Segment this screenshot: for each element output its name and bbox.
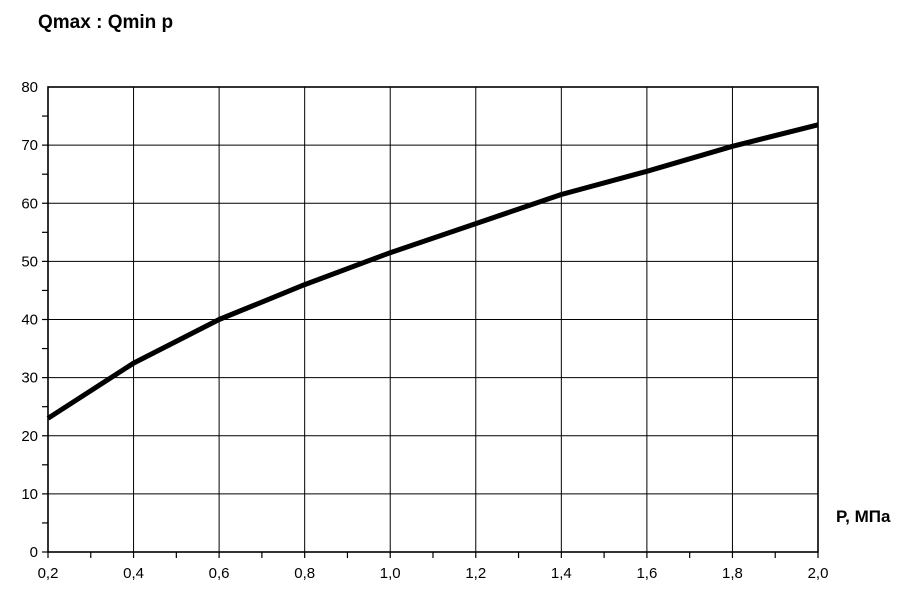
y-tick-label: 40 bbox=[21, 312, 38, 329]
y-tick-label: 50 bbox=[21, 253, 38, 270]
x-axis-title: P, МПа bbox=[836, 507, 891, 526]
x-tick-label: 2,0 bbox=[808, 565, 829, 582]
minor-ticks bbox=[42, 115, 819, 558]
x-tick-label: 0,2 bbox=[38, 565, 59, 582]
y-tick-label: 20 bbox=[21, 428, 38, 445]
x-tick-label: 0,6 bbox=[209, 565, 230, 582]
x-tick-label: 1,6 bbox=[636, 565, 657, 582]
y-tick-label: 60 bbox=[21, 195, 38, 212]
series-layer bbox=[46, 122, 819, 421]
y-tick-label: 0 bbox=[30, 544, 38, 561]
x-tick-label: 1,8 bbox=[722, 565, 743, 582]
x-axis-tick-labels: 0,2 0,4 0,6 0,8 1,0 1,2 1,4 1,6 1,8 2,0 bbox=[38, 565, 829, 582]
series-line bbox=[46, 122, 819, 421]
x-tick-label: 1,2 bbox=[465, 565, 486, 582]
x-tick-label: 0,4 bbox=[123, 565, 144, 582]
y-tick-label: 80 bbox=[21, 79, 38, 96]
x-tick-label: 1,4 bbox=[551, 565, 572, 582]
y-axis-tick-labels: 0 10 20 30 40 50 60 70 80 bbox=[21, 79, 38, 561]
y-tick-label: 30 bbox=[21, 370, 38, 387]
chart-title: Qmax : Qmin p bbox=[38, 12, 174, 33]
y-tick-label: 70 bbox=[21, 137, 38, 154]
x-tick-label: 1,0 bbox=[380, 565, 401, 582]
y-tick-label: 10 bbox=[21, 486, 38, 503]
x-tick-label: 0,8 bbox=[294, 565, 315, 582]
